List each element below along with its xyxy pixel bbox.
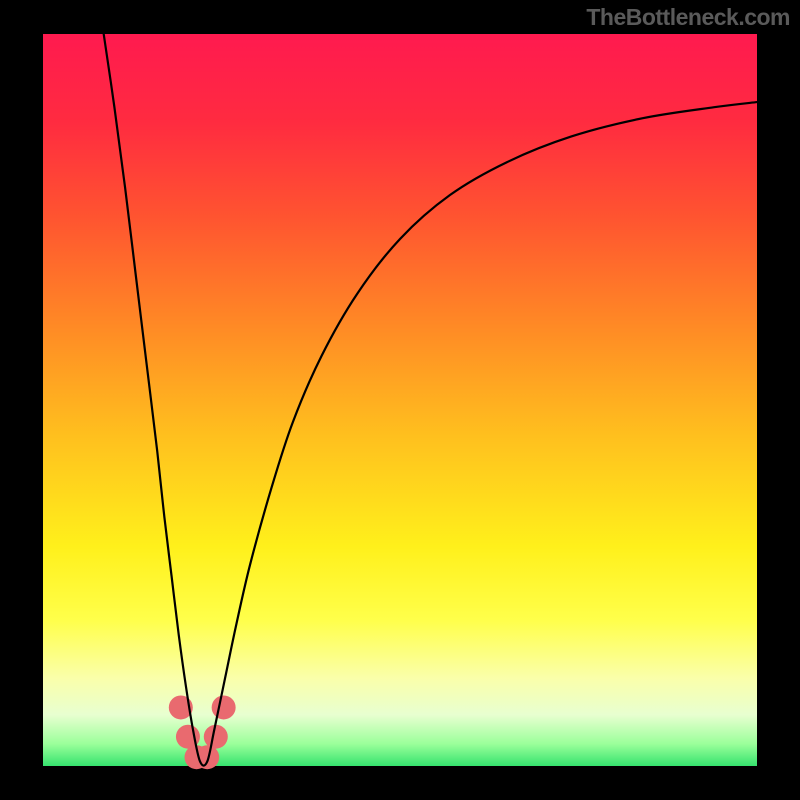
watermark-text: TheBottleneck.com <box>586 4 790 31</box>
curve-marker <box>212 695 236 719</box>
curve-marker <box>204 725 228 749</box>
bottleneck-chart <box>0 0 800 800</box>
chart-container: TheBottleneck.com <box>0 0 800 800</box>
